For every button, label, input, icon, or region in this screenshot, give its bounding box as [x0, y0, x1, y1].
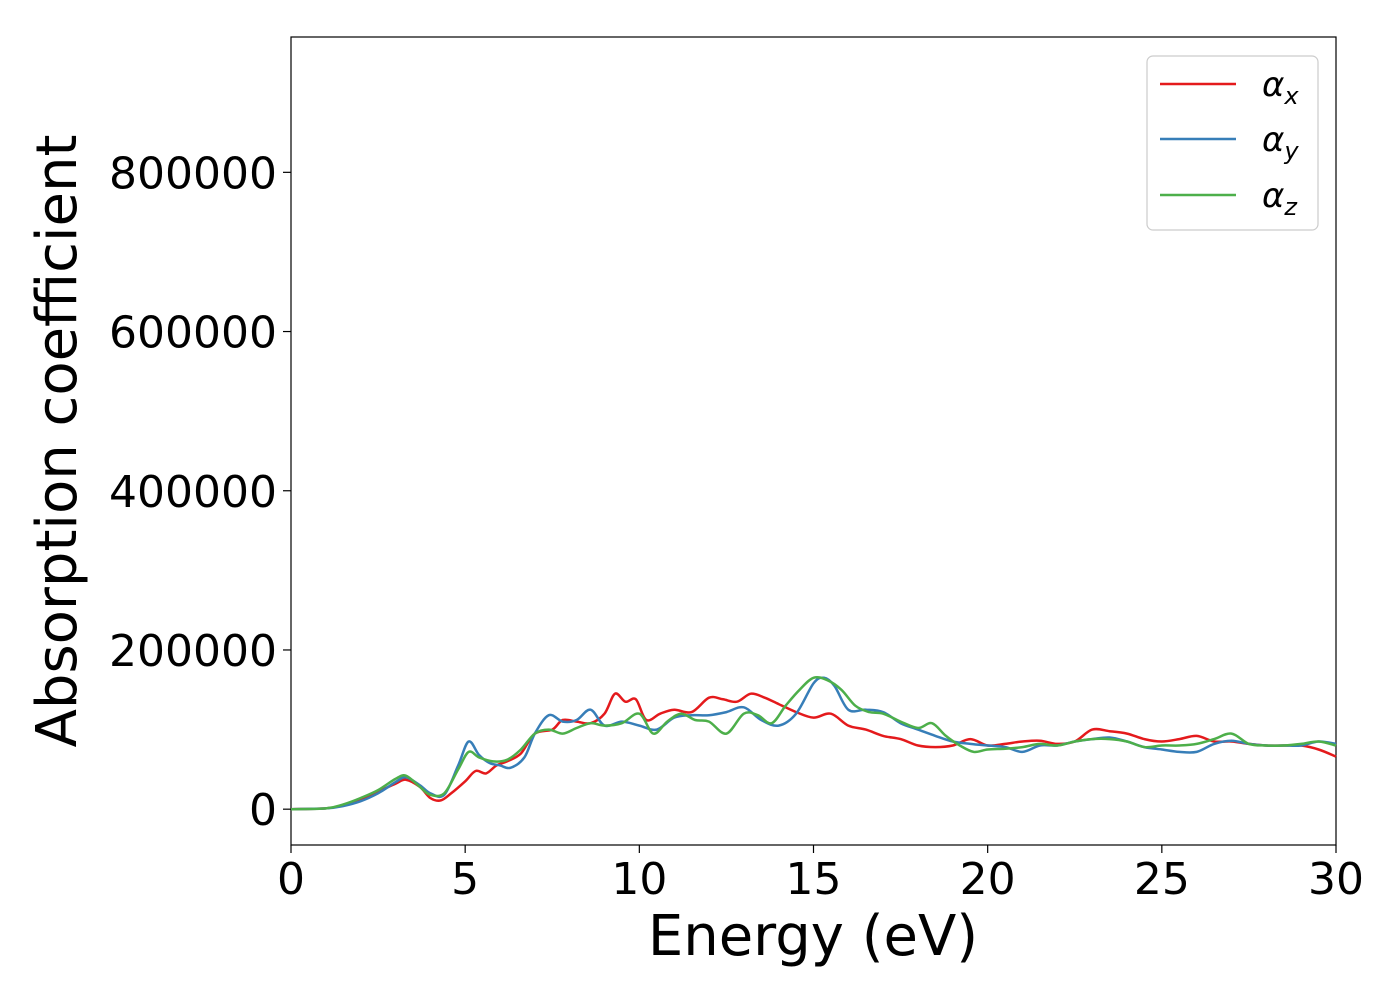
y-tick-label: 400000 — [109, 467, 277, 518]
x-tick-label: 5 — [451, 854, 479, 905]
y-axis-ticks: 0 200000 400000 600000 800000 — [109, 148, 291, 836]
y-tick-label: 800000 — [109, 148, 277, 199]
series-line-z — [290, 675, 1337, 811]
legend-box — [1146, 55, 1319, 231]
x-tick-label: 25 — [1134, 854, 1190, 905]
y-tick-label: 600000 — [109, 308, 277, 359]
series-layer — [290, 675, 1337, 811]
x-tick-label: 10 — [611, 854, 667, 905]
x-axis-ticks: 0 5 10 15 20 25 30 — [277, 845, 1364, 905]
y-axis-label: Absorption coefficient — [25, 135, 90, 748]
series-line-x — [290, 692, 1337, 811]
x-tick-label: 0 — [277, 854, 305, 905]
y-tick-label: 200000 — [109, 626, 277, 677]
x-tick-label: 30 — [1308, 854, 1364, 905]
x-tick-label: 15 — [786, 854, 842, 905]
x-tick-label: 20 — [960, 854, 1016, 905]
y-tick-label: 0 — [249, 785, 277, 836]
x-axis-label: Energy (eV) — [648, 904, 978, 969]
